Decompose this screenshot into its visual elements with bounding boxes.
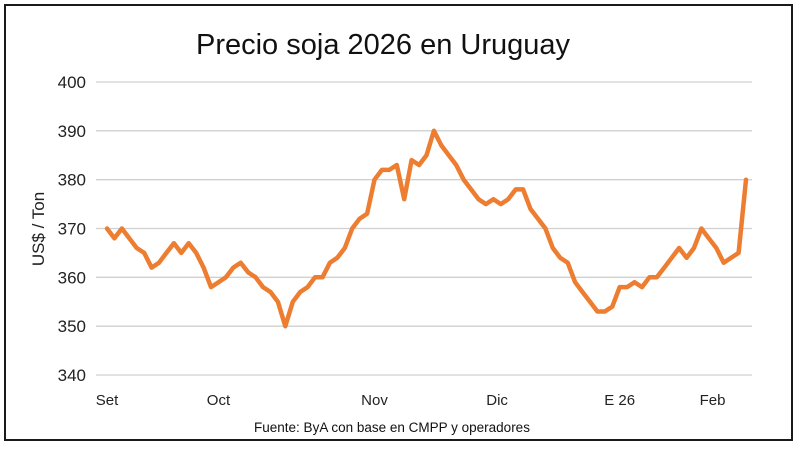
y-tick-label: 360 <box>58 268 86 287</box>
y-tick-label: 370 <box>58 220 86 239</box>
y-tick-label: 390 <box>58 122 86 141</box>
chart-frame <box>4 4 793 441</box>
y-axis-label: US$ / Ton <box>29 192 48 266</box>
y-tick-label: 340 <box>58 366 86 385</box>
x-tick-label: Set <box>96 392 119 409</box>
y-tick-label: 400 <box>58 73 86 92</box>
chart-title: Precio soja 2026 en Uruguay <box>196 29 571 61</box>
y-tick-label: 350 <box>58 317 86 336</box>
y-tick-label: 380 <box>58 171 86 190</box>
x-tick-label: E 26 <box>604 392 635 409</box>
x-tick-label: Nov <box>361 392 388 409</box>
source-note: Fuente: ByA con base en CMPP y operadore… <box>254 420 530 435</box>
x-tick-label: Feb <box>700 392 726 409</box>
x-tick-label: Oct <box>207 392 231 409</box>
x-tick-label: Dic <box>486 392 508 409</box>
